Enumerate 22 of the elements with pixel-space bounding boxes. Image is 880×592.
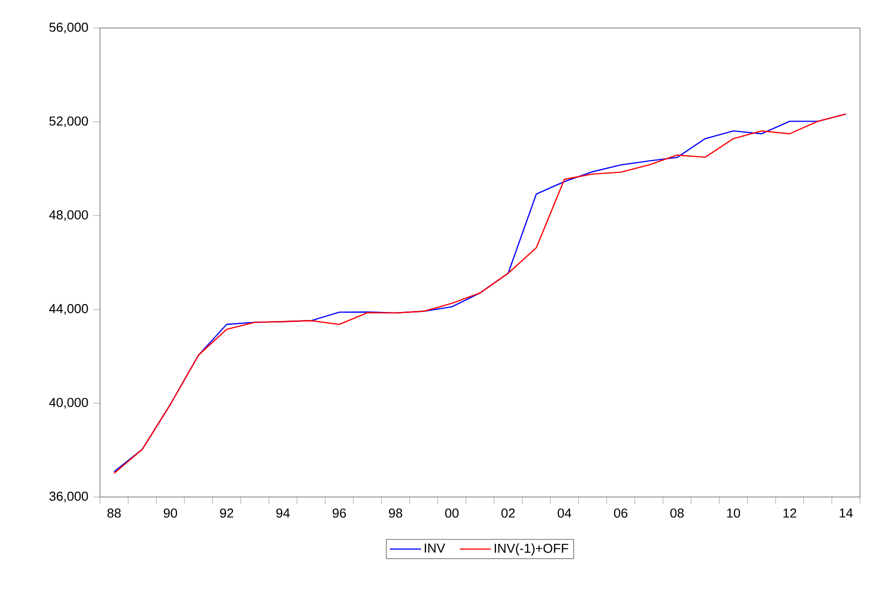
x-tick-label: 92 <box>220 508 234 518</box>
y-tick-label: 56,000 <box>49 22 88 34</box>
y-tick-label: 36,000 <box>49 492 88 502</box>
x-tick-label: 98 <box>388 508 402 518</box>
x-tick-label: 10 <box>727 508 740 518</box>
x-tick-label: 04 <box>558 508 572 518</box>
x-tick-label: 14 <box>840 508 853 518</box>
x-tick-label: 90 <box>164 508 178 518</box>
x-tick-label: 02 <box>501 508 515 518</box>
y-tick-label: 40,000 <box>49 398 88 409</box>
x-tick-label: 12 <box>783 508 796 518</box>
y-tick-label: 44,000 <box>49 304 88 315</box>
x-tick-label: 08 <box>670 508 684 518</box>
legend-label: INV(-1)+OFF <box>494 543 568 556</box>
y-tick-label: 48,000 <box>49 210 88 221</box>
legend-label: INV <box>424 544 446 553</box>
x-tick-label: 94 <box>276 508 290 518</box>
x-tick-label: 06 <box>614 508 628 518</box>
x-tick-label: 00 <box>445 508 459 518</box>
x-tick-label: 88 <box>107 508 121 518</box>
x-tick-label: 96 <box>332 508 346 518</box>
y-tick-label: 52,000 <box>49 116 88 128</box>
